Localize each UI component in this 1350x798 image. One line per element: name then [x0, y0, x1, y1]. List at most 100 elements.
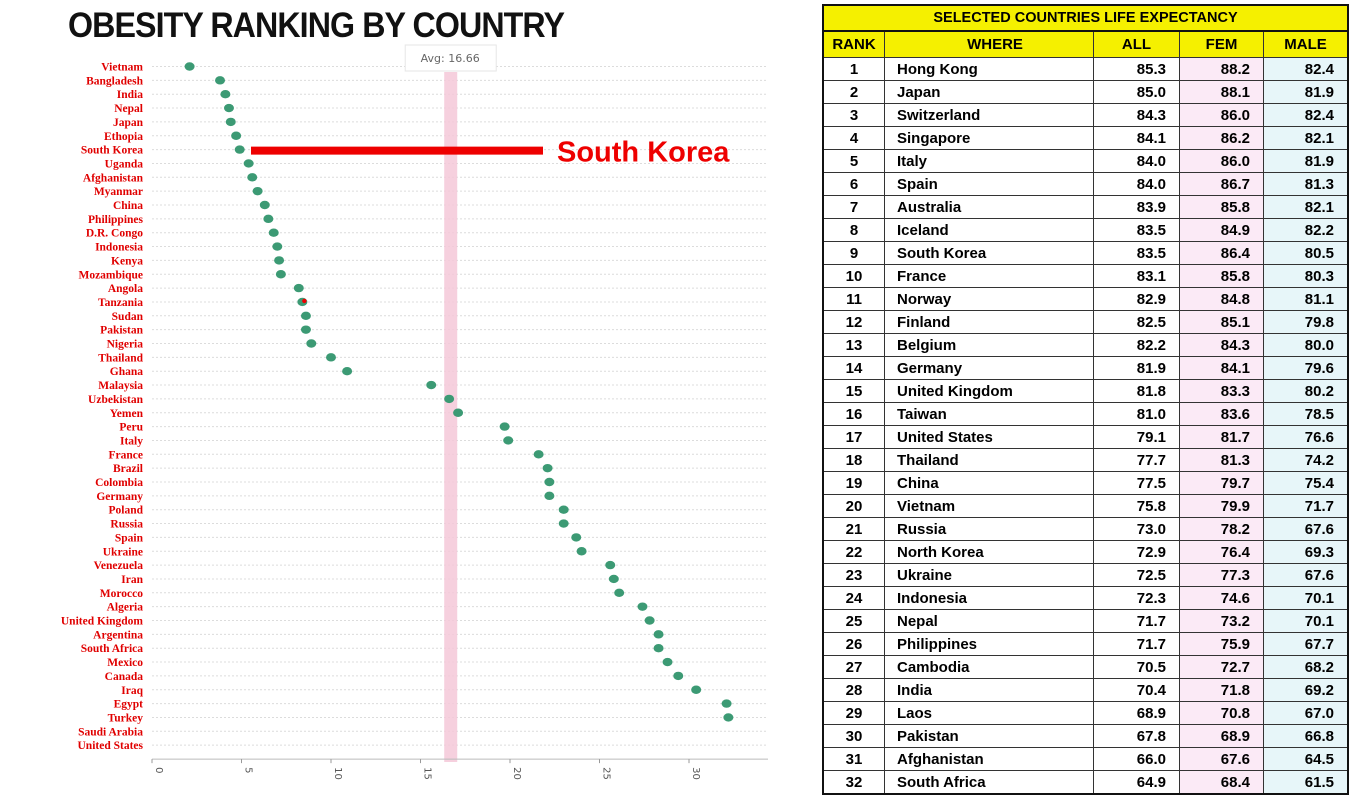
male-cell: 80.3	[1263, 264, 1349, 288]
rank-cell: 3	[822, 103, 885, 127]
table-row: 23 Ukraine 72.5 77.3 67.6	[822, 563, 1349, 587]
data-point-marker	[302, 298, 307, 304]
country-label: Vietnam	[101, 62, 143, 74]
male-cell: 64.5	[1263, 747, 1349, 771]
male-cell: 82.4	[1263, 103, 1349, 127]
female-cell: 85.8	[1179, 195, 1264, 219]
rank-cell: 25	[822, 609, 885, 633]
country-label: Italy	[120, 435, 143, 447]
table-row: 7 Australia 83.9 85.8 82.1	[822, 195, 1349, 219]
rank-cell: 26	[822, 632, 885, 656]
country-label: Kenya	[111, 255, 143, 267]
rank-cell: 13	[822, 333, 885, 357]
table-row: 12 Finland 82.5 85.1 79.8	[822, 310, 1349, 334]
table-title: SELECTED COUNTRIES LIFE EXPECTANCY	[822, 4, 1349, 30]
country-label: Colombia	[95, 477, 143, 489]
table-row: 27 Cambodia 70.5 72.7 68.2	[822, 655, 1349, 679]
data-point	[252, 186, 263, 196]
data-point	[503, 436, 514, 445]
country-label: Argentina	[93, 629, 143, 641]
country-cell: South Korea	[884, 241, 1094, 265]
col-header-where: WHERE	[884, 30, 1094, 58]
data-point	[426, 380, 437, 390]
rank-cell: 31	[822, 747, 885, 771]
male-cell: 81.9	[1263, 149, 1349, 173]
male-cell: 82.1	[1263, 195, 1349, 219]
country-label: Poland	[108, 505, 143, 517]
rank-cell: 21	[822, 517, 885, 541]
rank-cell: 6	[822, 172, 885, 196]
male-cell: 67.0	[1263, 701, 1349, 725]
country-label: Germany	[96, 491, 143, 503]
country-label: Venezuela	[94, 560, 144, 572]
country-label: Sudan	[112, 311, 144, 323]
all-cell: 64.9	[1093, 770, 1180, 795]
country-label: Nigeria	[107, 339, 144, 351]
country-label: Thailand	[98, 352, 143, 364]
data-point	[215, 76, 226, 85]
data-point	[444, 394, 455, 404]
female-cell: 79.7	[1179, 471, 1264, 495]
data-point	[247, 173, 258, 182]
country-label: Indonesia	[95, 242, 143, 254]
data-point	[723, 713, 734, 722]
data-point	[268, 228, 279, 237]
country-cell: Russia	[884, 517, 1094, 541]
country-label: Brazil	[113, 463, 143, 475]
table-row: 18 Thailand 77.7 81.3 74.2	[822, 448, 1349, 472]
data-point	[231, 131, 242, 140]
all-cell: 85.3	[1093, 57, 1180, 81]
data-point	[499, 422, 510, 431]
country-label: South Africa	[81, 643, 144, 655]
country-cell: Australia	[884, 195, 1094, 219]
table-row: 17 United States 79.1 81.7 76.6	[822, 425, 1349, 449]
male-cell: 74.2	[1263, 448, 1349, 472]
data-point	[259, 200, 270, 210]
country-label: Angola	[108, 283, 143, 295]
data-point	[662, 657, 673, 667]
col-header-all: ALL	[1093, 30, 1180, 58]
data-point	[542, 463, 553, 473]
table-row: 20 Vietnam 75.8 79.9 71.7	[822, 494, 1349, 518]
male-cell: 81.9	[1263, 80, 1349, 104]
all-cell: 79.1	[1093, 425, 1180, 449]
country-label: Mexico	[107, 657, 143, 669]
average-label: Avg: 16.66	[421, 52, 480, 65]
table-row: 24 Indonesia 72.3 74.6 70.1	[822, 586, 1349, 610]
data-point	[272, 242, 283, 251]
all-cell: 83.9	[1093, 195, 1180, 219]
female-cell: 81.3	[1179, 448, 1264, 472]
female-cell: 84.3	[1179, 333, 1264, 357]
all-cell: 73.0	[1093, 517, 1180, 541]
all-cell: 77.5	[1093, 471, 1180, 495]
rank-cell: 23	[822, 563, 885, 587]
data-point	[342, 367, 353, 376]
country-label: Turkey	[108, 712, 144, 724]
female-cell: 88.2	[1179, 57, 1264, 81]
male-cell: 80.0	[1263, 333, 1349, 357]
male-cell: 82.4	[1263, 57, 1349, 81]
female-cell: 81.7	[1179, 425, 1264, 449]
col-header-fem: FEM	[1179, 30, 1264, 58]
female-cell: 86.7	[1179, 172, 1264, 196]
female-cell: 86.4	[1179, 241, 1264, 265]
all-cell: 82.2	[1093, 333, 1180, 357]
female-cell: 68.4	[1179, 770, 1264, 795]
data-point	[306, 339, 317, 348]
all-cell: 68.9	[1093, 701, 1180, 725]
data-point	[571, 533, 582, 542]
table-row: 2 Japan 85.0 88.1 81.9	[822, 80, 1349, 104]
data-point	[644, 616, 655, 625]
rank-cell: 20	[822, 494, 885, 518]
col-header-rank: RANK	[822, 30, 885, 58]
rank-cell: 22	[822, 540, 885, 564]
country-cell: China	[884, 471, 1094, 495]
male-cell: 67.6	[1263, 563, 1349, 587]
country-cell: France	[884, 264, 1094, 288]
table-row: 19 China 77.5 79.7 75.4	[822, 471, 1349, 495]
country-cell: Spain	[884, 172, 1094, 196]
all-cell: 81.0	[1093, 402, 1180, 426]
table-row: 32 South Africa 64.9 68.4 61.5	[822, 770, 1349, 795]
country-label: Saudi Arabia	[78, 726, 143, 738]
